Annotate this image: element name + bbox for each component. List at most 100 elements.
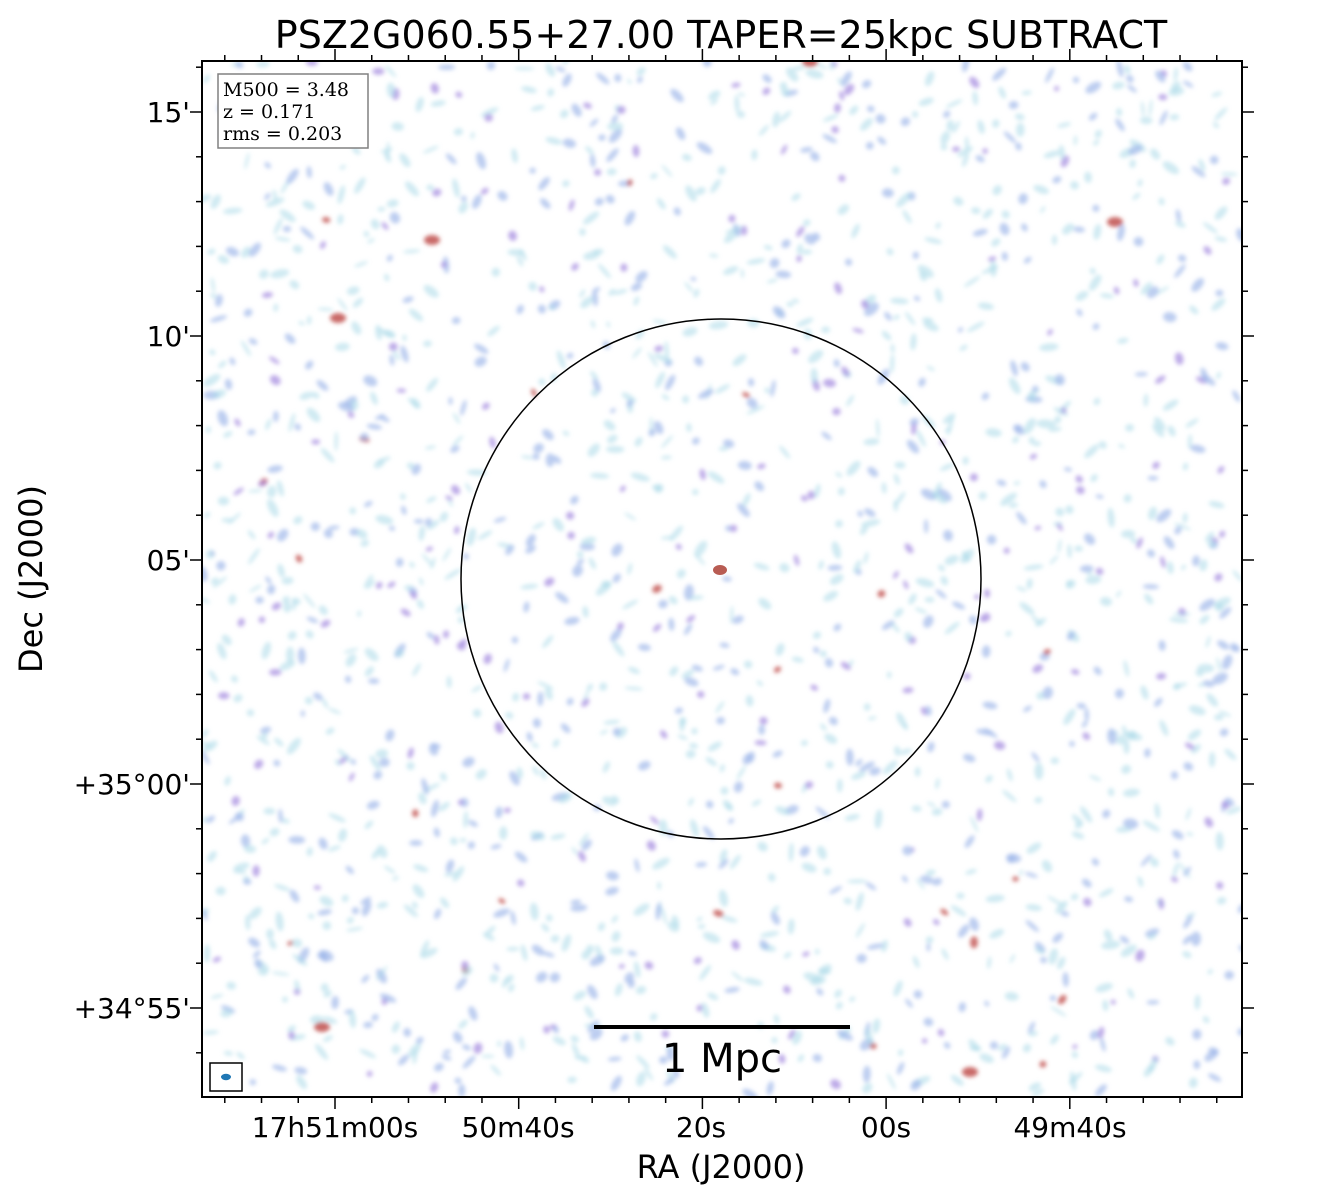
noise-blob xyxy=(865,1027,873,1046)
noise-blob xyxy=(497,1040,502,1047)
noise-blob xyxy=(719,764,725,773)
noise-blob xyxy=(207,850,217,862)
noise-blob xyxy=(1202,222,1218,234)
noise-blob xyxy=(760,931,780,938)
noise-blob xyxy=(1014,113,1025,121)
noise-blob xyxy=(205,426,211,434)
noise-blob xyxy=(681,669,695,679)
noise-blob xyxy=(498,898,506,904)
noise-blob xyxy=(400,608,411,617)
noise-blob xyxy=(298,320,305,326)
noise-blob xyxy=(1182,935,1193,945)
noise-blob xyxy=(202,194,212,203)
noise-blob xyxy=(926,365,935,371)
noise-blob xyxy=(1154,697,1163,707)
noise-blob xyxy=(409,840,423,846)
noise-blob xyxy=(1183,762,1194,771)
noise-blob xyxy=(1212,672,1228,685)
noise-blob xyxy=(1190,444,1206,453)
noise-blob xyxy=(208,670,218,683)
noise-blob xyxy=(1089,274,1102,291)
noise-blob xyxy=(1024,872,1038,878)
noise-blob xyxy=(816,988,824,996)
noise-blob xyxy=(323,990,332,998)
noise-blob xyxy=(835,1001,843,1010)
noise-blob xyxy=(791,65,806,71)
noise-blob xyxy=(896,192,911,208)
noise-blob xyxy=(328,813,346,823)
noise-blob xyxy=(610,1075,622,1091)
noise-blob xyxy=(1074,545,1083,552)
noise-blob xyxy=(207,248,216,255)
noise-blob xyxy=(434,908,442,920)
noise-blob xyxy=(771,1037,778,1044)
noise-blob xyxy=(766,1081,774,1096)
x-axis-label: RA (J2000) xyxy=(637,1148,806,1186)
noise-blob xyxy=(339,164,346,170)
noise-blob xyxy=(690,276,697,282)
noise-blob xyxy=(984,588,991,598)
noise-blob xyxy=(594,168,602,176)
noise-blob xyxy=(430,1082,439,1093)
noise-blob xyxy=(1006,768,1013,782)
noise-blob xyxy=(337,185,345,205)
noise-blob xyxy=(463,810,469,829)
noise-blob xyxy=(463,553,469,560)
noise-blob xyxy=(532,522,545,530)
noise-blob xyxy=(405,181,419,197)
noise-blob xyxy=(293,516,303,525)
noise-blob xyxy=(420,940,430,957)
noise-blob xyxy=(289,280,300,290)
noise-blob xyxy=(1050,1006,1067,1017)
noise-blob xyxy=(1095,1064,1112,1073)
noise-blob xyxy=(881,330,892,341)
noise-blob xyxy=(881,939,888,953)
noise-blob xyxy=(1123,660,1130,677)
noise-blob xyxy=(759,939,769,950)
noise-blob xyxy=(1092,323,1100,330)
noise-blob xyxy=(261,292,273,298)
noise-blob xyxy=(602,796,617,806)
noise-blob xyxy=(1020,362,1030,372)
noise-blob xyxy=(910,1079,922,1091)
noise-blob xyxy=(840,71,852,87)
noise-blob xyxy=(366,1070,373,1077)
noise-blob xyxy=(747,751,755,763)
noise-blob xyxy=(555,66,566,73)
noise-blob xyxy=(537,691,544,707)
noise-blob xyxy=(1163,312,1177,323)
noise-blob xyxy=(692,437,700,445)
noise-blob xyxy=(1010,360,1018,377)
noise-blob xyxy=(708,253,719,258)
beam-ellipse xyxy=(221,1073,231,1081)
noise-blob xyxy=(1212,122,1220,129)
noise-blob xyxy=(821,431,832,441)
noise-blob xyxy=(652,857,670,870)
noise-blob xyxy=(1185,912,1196,918)
noise-blob xyxy=(1142,584,1160,590)
noise-blob xyxy=(1174,264,1186,278)
noise-blob xyxy=(732,354,747,367)
noise-blob xyxy=(472,709,482,718)
noise-blob xyxy=(1182,512,1188,524)
noise-blob xyxy=(400,345,409,363)
noise-blob xyxy=(1028,1082,1042,1092)
noise-blob xyxy=(1032,441,1042,447)
noise-blob xyxy=(775,806,790,815)
noise-blob xyxy=(800,740,808,746)
noise-blob xyxy=(1186,832,1194,836)
noise-blob xyxy=(799,846,810,857)
noise-blob xyxy=(430,100,446,107)
noise-blob xyxy=(805,69,824,79)
noise-blob xyxy=(607,122,624,131)
noise-blob xyxy=(372,67,385,75)
noise-blob xyxy=(202,729,209,738)
noise-blob xyxy=(217,496,230,506)
noise-blob xyxy=(418,577,424,586)
noise-blob xyxy=(256,61,270,68)
noise-blob xyxy=(274,236,291,242)
info-m500: M500 = 3.48 xyxy=(223,79,349,101)
noise-blob xyxy=(202,908,208,921)
noise-blob xyxy=(467,841,475,850)
noise-blob xyxy=(1173,682,1181,691)
